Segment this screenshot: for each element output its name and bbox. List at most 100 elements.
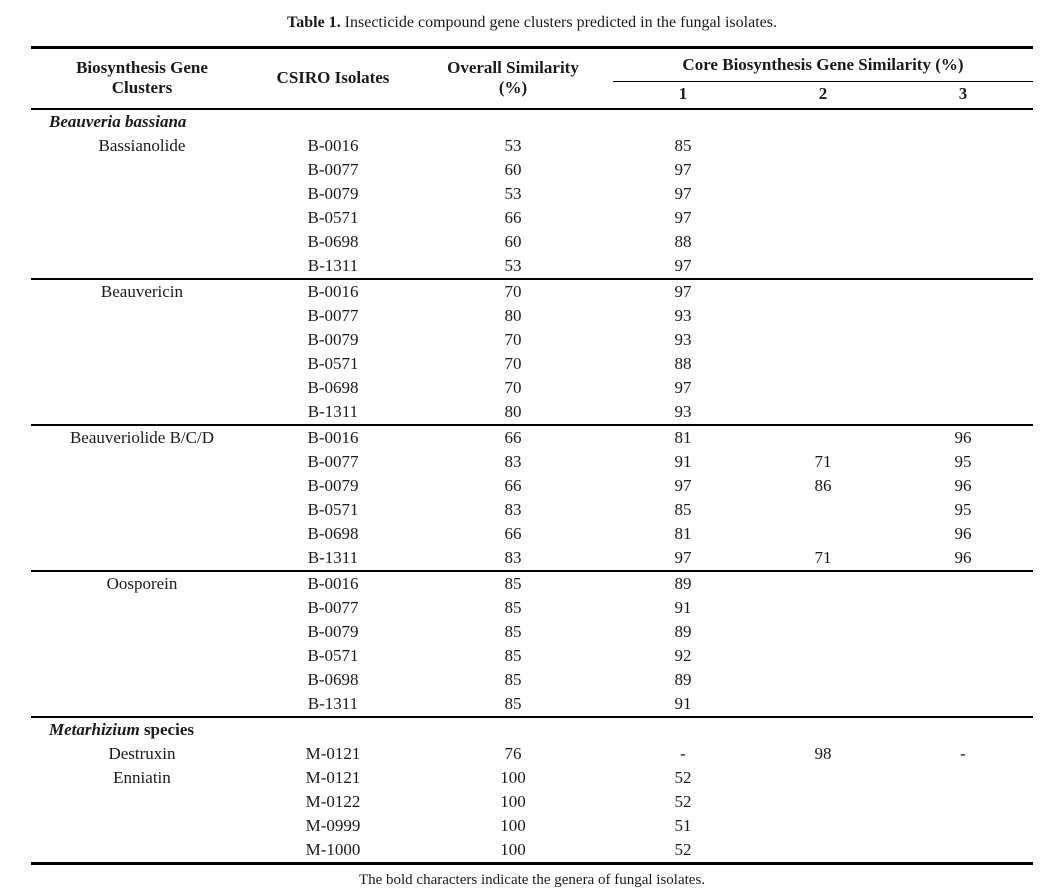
cell-overall: 66 [504,475,522,495]
cell-core2 [753,400,893,425]
cell-core3 [893,790,1033,814]
cell-overall: 53 [504,183,522,203]
cell-cluster [31,474,253,498]
col-header-overall-similarity: Overall Similarity (%) [412,47,613,110]
header-row-sub: 1 2 3 [31,81,1033,110]
cell-cluster [31,352,253,376]
cell-core3 [893,254,1033,279]
cell-overall: 76 [504,743,522,763]
cell-cluster: Enniatin [113,767,171,787]
table-header: Biosynthesis Gene Clusters CSIRO Isolate… [30,47,1033,110]
cell-isolate: B-0016 [252,423,413,450]
cell-core1: 88 [674,353,692,373]
table-row: B-0077 85 91 [31,596,1033,620]
cell-core2 [753,376,893,400]
cell-isolate: B-0571 [307,207,359,227]
cell-core2 [753,522,893,546]
cell-overall: 100 [500,815,526,835]
cell-core2 [753,158,893,182]
cell-overall: 85 [504,597,522,617]
cell-isolate: B-0016 [252,277,413,304]
cell-core2: 71 [814,547,832,567]
cell-core3: 95 [954,499,972,519]
cell-cluster [31,376,253,400]
genus-suffix: species [139,719,194,739]
cell-cluster [31,692,253,717]
cell-core2 [753,814,893,838]
cell-core3 [893,644,1033,668]
cell-core3 [893,668,1033,692]
table-row: B-0571 83 85 95 [31,498,1033,522]
cell-core1: 97 [674,475,692,495]
cell-core3 [893,304,1033,328]
cell-isolate: B-0079 [307,183,359,203]
table-row: B-0077 60 97 [31,158,1033,182]
cell-isolate: B-1311 [307,255,359,275]
cell-isolate: B-0077 [307,451,359,471]
cell-core1: 88 [674,231,692,251]
cell-core2 [753,182,893,206]
table-row: B-0698 66 81 96 [31,522,1033,546]
cell-core2 [753,620,893,644]
cell-core3: 96 [892,423,1033,450]
cell-overall: 85 [504,669,522,689]
cell-core1: 85 [674,499,692,519]
table-row: M-0122 100 52 [31,790,1033,814]
cell-core1: 81 [612,423,753,450]
cell-overall: 83 [504,451,522,471]
cell-cluster [31,328,253,352]
cell-core1: 91 [674,451,692,471]
cell-isolate: B-1311 [307,547,359,567]
cell-core3 [893,158,1033,182]
cell-core3 [893,620,1033,644]
cell-cluster [31,230,253,254]
cell-core3 [893,766,1033,790]
cell-overall: 60 [504,231,522,251]
table-row: B-0571 85 92 [31,644,1033,668]
cell-cluster [31,668,253,692]
cell-isolate: B-0571 [307,353,359,373]
cell-isolate: B-0571 [307,645,359,665]
col-header-clusters-line1: Biosynthesis Gene [76,57,208,77]
cell-core2 [752,423,893,450]
col-header-overall-line2: (%) [498,78,528,98]
cell-cluster [31,400,253,425]
cell-isolate: B-0571 [307,499,359,519]
cell-core3 [893,692,1033,717]
cell-core2: 71 [814,451,832,471]
cell-overall: 80 [504,305,522,325]
cell-isolate: B-0698 [307,231,359,251]
cell-core2 [753,134,893,158]
cell-isolate: B-0698 [307,377,359,397]
col-header-overall-line1: Overall Similarity [447,57,579,77]
genus-cell: Metarhizium species [30,715,1033,742]
cell-overall: 70 [504,377,522,397]
cell-cluster: Beauveriolide B/C/D [30,423,253,450]
table-row: B-1311 83 97 71 96 [31,546,1033,571]
cell-core3 [893,134,1033,158]
cell-overall: 53 [504,135,522,155]
cell-core3: 95 [954,451,972,471]
cell-overall: 70 [412,277,613,304]
cell-core2 [753,304,893,328]
header-row-main: Biosynthesis Gene Clusters CSIRO Isolate… [30,47,1033,110]
cell-core1: 51 [674,815,692,835]
cell-isolate: M-1000 [305,839,361,859]
cell-cluster [31,158,253,182]
cell-core3 [893,230,1033,254]
cell-cluster [31,498,253,522]
cell-cluster: Beauvericin [30,277,253,304]
cell-core1: 93 [674,329,692,349]
cell-isolate: B-0077 [307,159,359,179]
cell-core3 [893,376,1033,400]
table-row: Beauveriolide B/C/D B-0016 66 81 96 [30,423,1033,450]
cell-core2 [753,644,893,668]
cell-core3: 96 [954,475,972,495]
cell-cluster [31,522,253,546]
table-row: B-1311 85 91 [31,692,1033,717]
cell-overall: 70 [504,329,522,349]
cell-overall: 53 [504,255,522,275]
cell-core3 [893,182,1033,206]
cell-overall: 60 [504,159,522,179]
